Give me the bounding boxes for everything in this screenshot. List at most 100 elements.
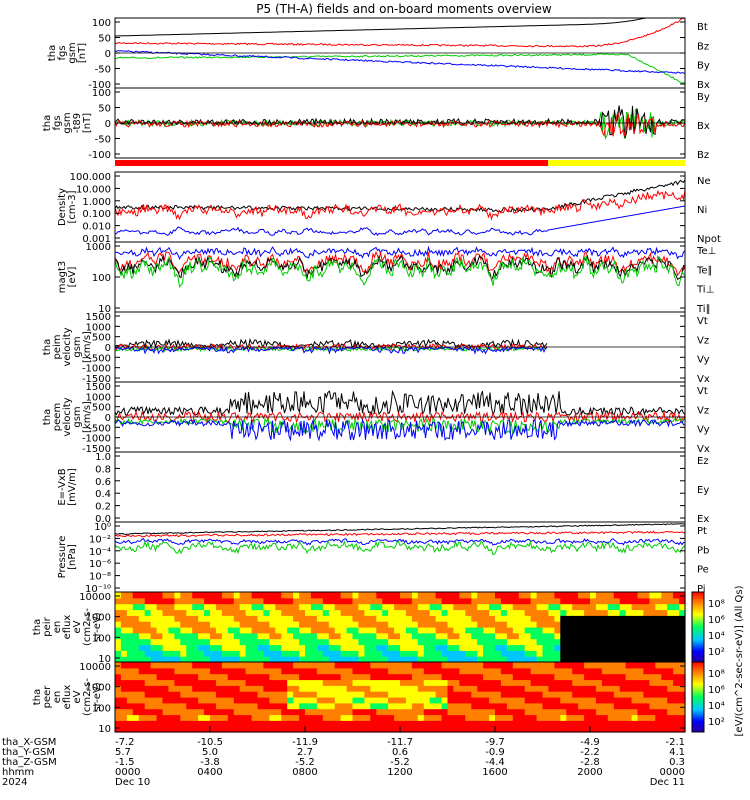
heatmap-cell <box>364 691 371 698</box>
heatmap-cell <box>584 638 591 646</box>
heatmap-cell <box>358 644 365 651</box>
heatmap-cell <box>275 650 282 657</box>
heatmap-cell <box>560 691 567 698</box>
heatmap-cell <box>132 632 140 640</box>
heatmap-cell <box>566 685 573 692</box>
heatmap-cell <box>388 697 395 704</box>
heatmap-cell <box>631 621 639 628</box>
heatmap-cell <box>221 615 229 622</box>
heatmap-cell <box>423 708 431 716</box>
heatmap-cell <box>388 638 395 646</box>
heatmap-cell <box>358 650 365 657</box>
heatmap-cell <box>429 708 437 716</box>
series-blue-line <box>114 418 686 442</box>
heatmap-cell <box>316 708 324 716</box>
heatmap-cell <box>548 679 555 686</box>
heatmap-cell <box>126 685 134 692</box>
heatmap-cell <box>394 726 401 733</box>
heatmap-cell <box>204 597 211 605</box>
heatmap-cell <box>429 662 437 669</box>
heatmap-cell <box>548 691 555 698</box>
heatmap-cell <box>679 691 686 698</box>
heatmap-cell <box>293 609 300 616</box>
heatmap-cell <box>423 667 431 675</box>
heatmap-cell <box>518 650 526 657</box>
series-black-line <box>115 17 685 37</box>
heatmap-cell <box>227 673 235 681</box>
heatmap-cell <box>595 714 603 721</box>
heatmap-cell <box>115 592 122 599</box>
heatmap-cell <box>382 714 389 721</box>
heatmap-cell <box>607 597 615 605</box>
heatmap-cell <box>631 697 639 704</box>
heatmap-cell <box>358 720 365 727</box>
heatmap-cell <box>210 632 217 640</box>
heatmap-cell <box>471 644 478 651</box>
heatmap-cell <box>500 650 508 657</box>
heatmap-cell <box>506 691 514 698</box>
heatmap-cell <box>595 597 603 605</box>
heatmap-cell <box>322 667 330 675</box>
heatmap-cell <box>316 702 324 710</box>
heatmap-cell <box>477 644 484 651</box>
y-tick-label: 0.010 <box>82 222 111 233</box>
series-green-line <box>114 539 686 556</box>
heatmap-cell <box>441 726 449 733</box>
heatmap-cell <box>554 632 561 640</box>
heatmap-cell <box>661 667 668 675</box>
heatmap-cell <box>215 702 223 710</box>
heatmap-cell <box>524 644 532 651</box>
heatmap-cell <box>518 685 526 692</box>
heatmap-cell <box>316 726 324 733</box>
heatmap-cell <box>346 597 354 605</box>
mode-bar-segment <box>548 160 685 166</box>
heatmap-cell <box>673 667 680 675</box>
heatmap-cell <box>548 673 555 681</box>
heatmap-cell <box>459 702 466 710</box>
heatmap-cell <box>126 708 134 716</box>
heatmap-cell <box>322 708 330 716</box>
heatmap-cell <box>162 609 169 616</box>
heatmap-cell <box>352 644 359 651</box>
heatmap-cell <box>263 708 270 716</box>
heatmap-cell <box>506 597 514 605</box>
y-axis-label-line: sr-eV) <box>92 682 103 711</box>
y-axis-label: tha peem velocity gsm [km/s] <box>42 397 93 436</box>
heatmap-cell <box>138 650 146 657</box>
heatmap-cell <box>465 603 472 611</box>
heatmap-cell <box>388 667 395 675</box>
heatmap-cell <box>257 726 264 733</box>
heatmap-cell <box>328 726 336 733</box>
heatmap-cell <box>352 597 359 605</box>
heatmap-cell <box>584 662 591 669</box>
heatmap-cell <box>506 702 514 710</box>
heatmap-cell <box>334 632 342 640</box>
heatmap-cell <box>221 638 229 646</box>
heatmap-cell <box>512 632 520 640</box>
heatmap-cell <box>269 615 276 622</box>
heatmap-cell <box>637 638 644 646</box>
heatmap-cell <box>595 708 603 716</box>
heatmap-cell <box>221 702 229 710</box>
heatmap-cell <box>405 592 413 599</box>
heatmap-cell <box>328 708 336 716</box>
heatmap-cell <box>512 615 520 622</box>
heatmap-cell <box>518 592 526 599</box>
heatmap-cell <box>506 621 514 628</box>
heatmap-cell <box>388 650 395 657</box>
heatmap-cell <box>346 644 354 651</box>
heatmap-cell <box>607 592 615 599</box>
y-tick-label: 100 <box>92 88 111 99</box>
heatmap-cell <box>542 644 549 651</box>
heatmap-cell <box>661 720 668 727</box>
heatmap-cell <box>530 720 538 727</box>
heatmap-cell <box>293 673 300 681</box>
heatmap-cell <box>483 679 490 686</box>
heatmap-cell <box>673 644 680 651</box>
heatmap-cell <box>518 679 526 686</box>
heatmap-cell <box>115 615 122 622</box>
heatmap-cell <box>210 597 217 605</box>
heatmap-cell <box>310 667 318 675</box>
heatmap-cell <box>245 714 253 721</box>
